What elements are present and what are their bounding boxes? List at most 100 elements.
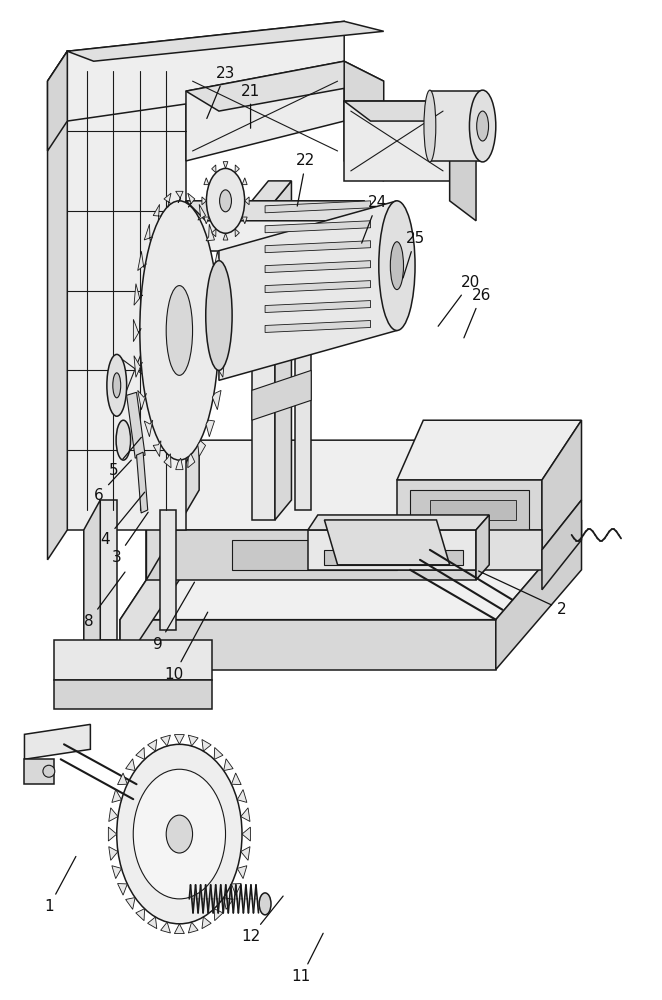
Text: 24: 24 bbox=[361, 195, 387, 243]
Polygon shape bbox=[144, 224, 153, 241]
Polygon shape bbox=[136, 452, 148, 513]
Polygon shape bbox=[126, 898, 135, 909]
Polygon shape bbox=[189, 735, 198, 746]
Text: 25: 25 bbox=[403, 231, 425, 278]
Polygon shape bbox=[161, 735, 170, 746]
Polygon shape bbox=[295, 201, 311, 510]
Polygon shape bbox=[186, 61, 384, 111]
Text: 11: 11 bbox=[292, 933, 323, 984]
Polygon shape bbox=[265, 221, 371, 233]
Text: 5: 5 bbox=[109, 437, 141, 478]
Polygon shape bbox=[136, 747, 144, 759]
Polygon shape bbox=[202, 197, 207, 205]
Polygon shape bbox=[146, 440, 555, 530]
Text: 6: 6 bbox=[94, 460, 131, 503]
Ellipse shape bbox=[207, 168, 245, 233]
Polygon shape bbox=[324, 520, 449, 565]
Polygon shape bbox=[265, 261, 371, 273]
Polygon shape bbox=[397, 530, 542, 570]
Polygon shape bbox=[109, 847, 118, 860]
Ellipse shape bbox=[166, 286, 193, 375]
Polygon shape bbox=[235, 165, 240, 173]
Polygon shape bbox=[24, 724, 91, 759]
Ellipse shape bbox=[107, 354, 126, 416]
Polygon shape bbox=[430, 91, 483, 161]
Polygon shape bbox=[126, 759, 135, 771]
Polygon shape bbox=[136, 909, 144, 921]
Text: 22: 22 bbox=[297, 153, 316, 206]
Text: 8: 8 bbox=[83, 572, 125, 629]
Polygon shape bbox=[344, 61, 384, 181]
Polygon shape bbox=[54, 640, 213, 680]
Polygon shape bbox=[164, 193, 171, 207]
Polygon shape bbox=[153, 204, 161, 220]
Polygon shape bbox=[237, 790, 247, 802]
Polygon shape bbox=[134, 356, 142, 377]
Polygon shape bbox=[308, 530, 476, 570]
Polygon shape bbox=[126, 392, 145, 458]
Polygon shape bbox=[397, 420, 581, 480]
Ellipse shape bbox=[43, 765, 55, 777]
Polygon shape bbox=[496, 520, 581, 670]
Polygon shape bbox=[241, 847, 250, 860]
Polygon shape bbox=[218, 319, 225, 342]
Ellipse shape bbox=[259, 893, 271, 915]
Text: 26: 26 bbox=[464, 288, 491, 338]
Text: 23: 23 bbox=[207, 66, 235, 118]
Ellipse shape bbox=[391, 242, 404, 290]
Polygon shape bbox=[84, 500, 100, 670]
Polygon shape bbox=[188, 454, 195, 468]
Polygon shape bbox=[214, 909, 223, 921]
Text: 4: 4 bbox=[101, 492, 145, 547]
Polygon shape bbox=[242, 217, 247, 224]
Polygon shape bbox=[48, 51, 68, 560]
Polygon shape bbox=[476, 515, 489, 580]
Polygon shape bbox=[48, 51, 68, 151]
Polygon shape bbox=[216, 284, 225, 305]
Polygon shape bbox=[164, 454, 171, 468]
Ellipse shape bbox=[166, 815, 193, 853]
Polygon shape bbox=[109, 827, 117, 841]
Polygon shape bbox=[242, 178, 247, 185]
Polygon shape bbox=[214, 747, 223, 759]
Text: 1: 1 bbox=[44, 856, 76, 914]
Polygon shape bbox=[224, 759, 233, 771]
Polygon shape bbox=[174, 924, 184, 934]
Polygon shape bbox=[324, 550, 463, 565]
Polygon shape bbox=[344, 101, 449, 181]
Polygon shape bbox=[54, 680, 213, 709]
Polygon shape bbox=[120, 520, 186, 670]
Polygon shape bbox=[138, 251, 146, 271]
Polygon shape bbox=[146, 440, 199, 580]
Polygon shape bbox=[198, 441, 206, 457]
Polygon shape bbox=[153, 441, 161, 457]
Polygon shape bbox=[161, 922, 170, 933]
Polygon shape bbox=[144, 420, 153, 437]
Polygon shape bbox=[186, 61, 344, 161]
Polygon shape bbox=[109, 808, 118, 822]
Text: 20: 20 bbox=[438, 275, 481, 326]
Polygon shape bbox=[118, 773, 127, 785]
Polygon shape bbox=[148, 917, 157, 929]
Polygon shape bbox=[68, 21, 384, 61]
Polygon shape bbox=[232, 884, 241, 895]
Polygon shape bbox=[118, 884, 127, 895]
Polygon shape bbox=[449, 101, 476, 221]
Polygon shape bbox=[542, 500, 581, 590]
Polygon shape bbox=[397, 480, 542, 530]
Polygon shape bbox=[146, 530, 476, 580]
Polygon shape bbox=[186, 201, 364, 251]
Ellipse shape bbox=[220, 190, 232, 212]
Polygon shape bbox=[265, 301, 371, 313]
Polygon shape bbox=[245, 197, 249, 205]
Polygon shape bbox=[68, 51, 186, 530]
Polygon shape bbox=[189, 922, 198, 933]
Ellipse shape bbox=[206, 261, 232, 370]
Polygon shape bbox=[198, 204, 206, 220]
Ellipse shape bbox=[379, 201, 415, 330]
Polygon shape bbox=[204, 217, 209, 224]
Polygon shape bbox=[219, 201, 397, 380]
Polygon shape bbox=[308, 515, 489, 530]
Polygon shape bbox=[265, 241, 371, 253]
Polygon shape bbox=[160, 510, 176, 630]
